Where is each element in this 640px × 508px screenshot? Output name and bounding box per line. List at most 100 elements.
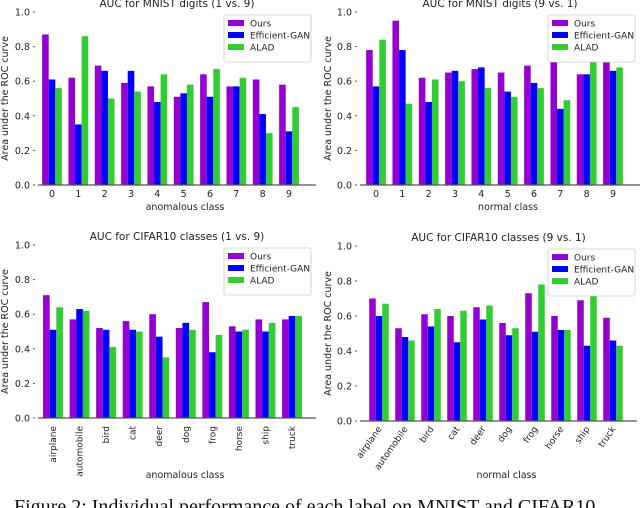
bar-ours-7 [550,46,558,185]
bar-efficient-gan-8 [259,114,266,185]
chart-1: AUC for MNIST digits (1 vs. 9) 0.0 0.2 0.4 0… [0,0,316,213]
x-tick-label: 8 [584,189,590,200]
bar-efficient-gan-bird [102,329,110,418]
bar-efficient-gan-4 [154,101,161,185]
bar-alad-5 [510,96,518,185]
x-tick-label: 4 [154,189,160,200]
chart-3: AUC for CIFAR10 classes (1 vs. 9) 0.0 0.2 0… [0,231,316,481]
bar-efficient-gan-7 [557,108,564,185]
x-tick-label: 3 [452,189,458,200]
legend-swatch-ours [228,253,244,259]
bar-ours-horse [551,316,558,421]
x-tick-label: bird [102,426,112,443]
bar-efficient-gan-truck [288,315,296,418]
x-tick-label: cat [446,425,462,443]
bar-ours-cat [447,316,454,421]
x-tick-label: deer [155,426,165,447]
x-tick-label: truck [597,424,619,449]
bar-alad-deer [486,305,493,421]
bar-efficient-gan-8 [583,74,590,185]
bar-alad-9 [616,67,623,185]
bar-efficient-gan-frog [531,331,539,421]
bar-alad-ship [590,289,597,421]
bar-ours-dog [175,328,183,418]
x-tick-label: 4 [478,189,484,200]
bar-ours-8 [252,79,260,185]
bar-alad-automobile [82,310,90,418]
y-axis-label: Area under the ROC curve [323,271,334,396]
bar-ours-3 [445,72,452,185]
chart-4: AUC for CIFAR10 classes (9 vs. 1) 0.0 0.2 0… [323,232,637,481]
bar-ours-0 [366,50,373,186]
x-tick-label: dog [497,425,515,445]
x-tick-label: airplane [49,426,59,463]
bar-ours-truck [282,319,289,418]
bar-efficient-gan-horse [557,330,565,421]
x-tick-label: frog [522,425,540,445]
legend-swatch-efficient-gan [552,266,568,272]
x-tick-label: 7 [557,189,563,200]
x-tick-label: 8 [260,189,266,200]
bar-ours-automobile [69,319,77,418]
y-axis-label: Area under the ROC curve [323,36,334,161]
x-axis-label: normal class [477,470,537,481]
x-tick-label: frog [208,426,218,444]
chart-2: AUC for MNIST digits (9 vs. 1) 0.0 0.2 0.4 0… [323,0,640,213]
legend-label: Ours [574,254,595,264]
legend: Ours Efficient-GAN ALAD [547,248,636,297]
legend-box [223,247,312,296]
bar-alad-0 [55,88,62,185]
bar-efficient-gan-cat [129,329,136,418]
bar-ours-9 [279,84,286,185]
legend-swatch-ours [552,20,568,26]
legend-label: ALAD [574,278,599,288]
bar-ours-5 [497,72,505,185]
bar-efficient-gan-3 [451,70,459,185]
y-tick-label: 0.4 [15,344,30,355]
bar-alad-4 [484,88,492,185]
bar-ours-5 [173,96,181,185]
x-tick-label: 5 [181,189,187,200]
legend-label: Ours [250,20,271,30]
y-tick-label: 0.2 [337,146,352,157]
bar-alad-airplane [56,307,63,418]
bar-ours-2 [418,77,426,185]
x-axis-label: anomalous class [146,470,225,481]
x-tick-label: automobile [76,426,86,477]
bar-alad-truck [616,345,623,421]
bar-efficient-gan-1 [399,50,406,186]
y-tick-label: 0.6 [337,77,352,88]
bar-efficient-gan-truck [609,340,617,421]
bar-ours-airplane [369,298,376,421]
x-tick-label: ship [574,425,593,446]
x-axis-label: normal class [478,202,538,213]
bar-ours-airplane [43,295,50,418]
bar-ours-dog [499,323,506,421]
chart-title: AUC for MNIST digits (1 vs. 9) [99,0,254,10]
bar-alad-7 [239,77,247,185]
bar-alad-cat [460,310,467,421]
legend-label: ALAD [574,44,599,54]
x-tick-label: 6 [531,189,537,200]
bar-ours-automobile [395,328,402,421]
legend-label: Efficient-GAN [250,265,310,275]
bar-alad-6 [213,69,220,185]
bar-efficient-gan-ship [583,345,591,421]
bar-efficient-gan-7 [233,86,240,185]
bar-efficient-gan-5 [180,93,187,185]
bar-alad-dog [512,328,519,421]
bar-efficient-gan-2 [425,101,432,185]
y-tick-label: 0.4 [337,347,352,358]
bar-alad-9 [292,107,299,185]
bar-ours-2 [94,65,102,185]
bar-ours-frog [525,293,532,421]
bar-ours-9 [603,62,610,185]
legend: Ours Efficient-GAN ALAD [223,247,312,296]
bar-ours-6 [524,65,531,185]
bar-efficient-gan-cat [453,342,461,421]
y-axis-label: Area under the ROC curve [0,36,11,161]
legend-swatch-alad [552,278,568,284]
bar-ours-cat [122,321,130,418]
bar-alad-frog [538,284,545,421]
